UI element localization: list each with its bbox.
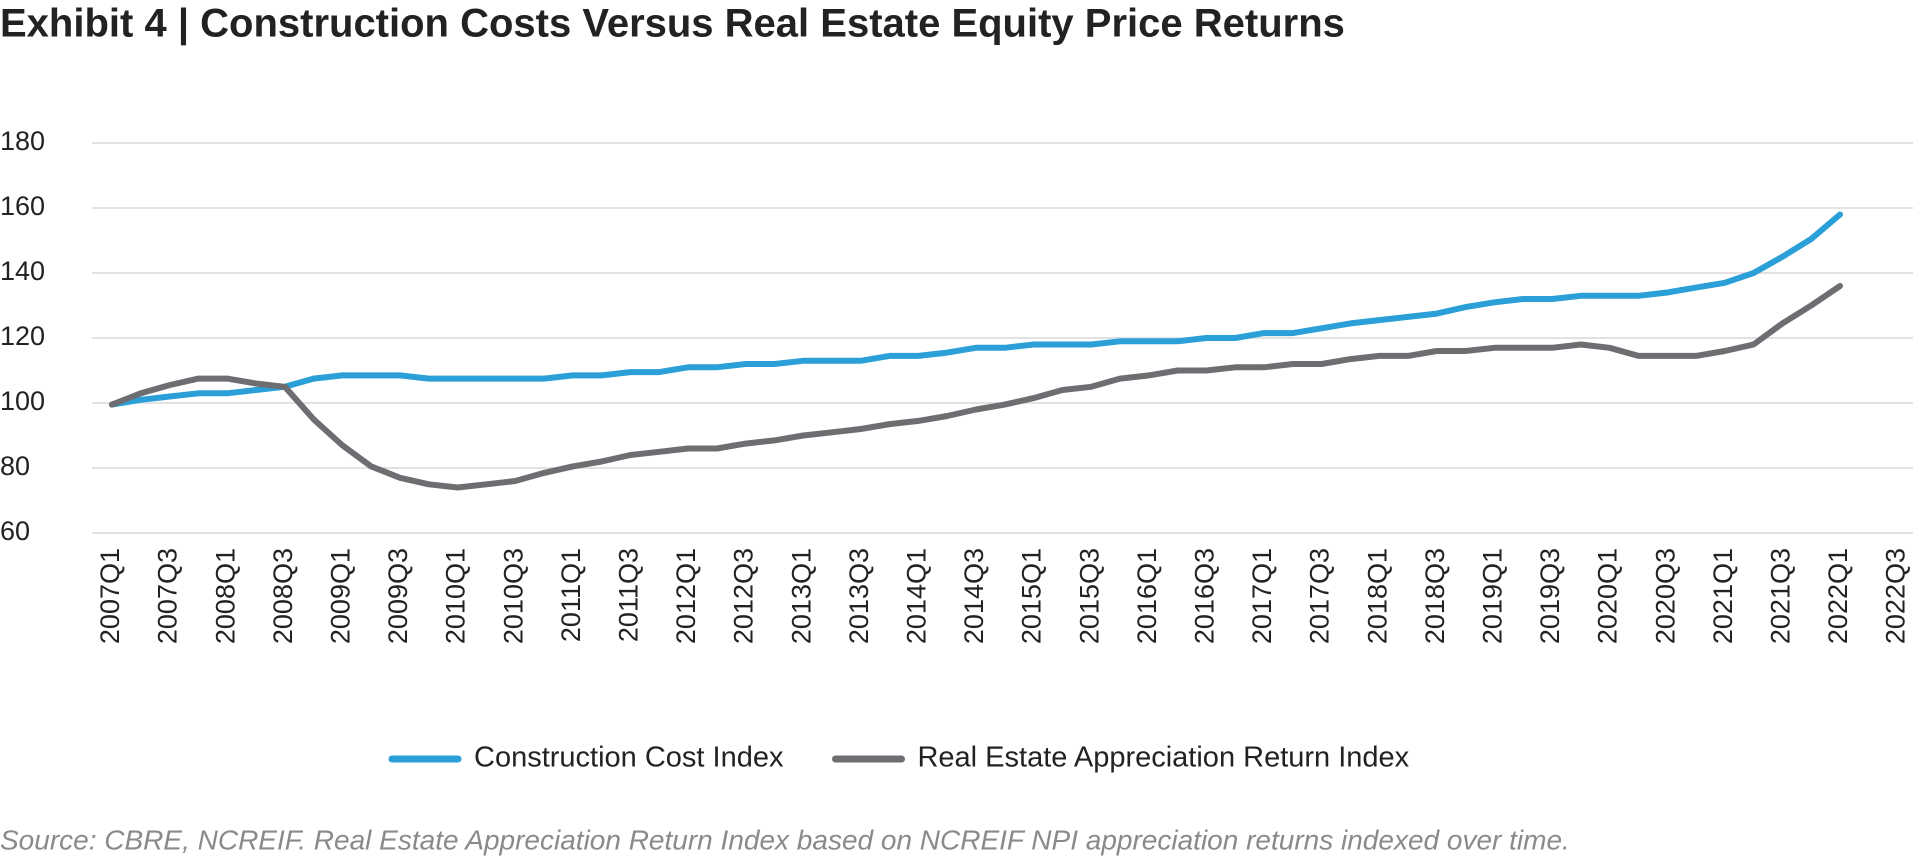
y-tick-label: 100 [0,386,45,416]
x-tick-label: 2022Q3 [1881,548,1911,644]
x-tick-label: 2020Q1 [1593,548,1623,644]
chart-title: Exhibit 4 | Construction Costs Versus Re… [0,2,1345,46]
y-tick-label: 80 [0,451,30,481]
x-tick-label: 2021Q1 [1708,548,1738,644]
y-tick-label: 180 [0,126,45,156]
x-tick-label: 2011Q1 [556,548,586,642]
x-tick-label: 2020Q3 [1650,548,1680,644]
x-tick-label: 2017Q1 [1247,548,1277,644]
legend-label: Real Estate Appreciation Return Index [917,742,1409,774]
x-tick-label: 2010Q3 [498,548,528,644]
y-tick-label: 120 [0,321,45,351]
x-tick-label: 2016Q1 [1132,548,1162,644]
x-tick-label: 2017Q3 [1305,548,1335,644]
x-tick-label: 2013Q3 [844,548,874,644]
y-tick-label: 160 [0,191,45,221]
y-tick-label: 60 [0,516,30,546]
x-tick-label: 2018Q1 [1362,548,1392,644]
source-note: Source: CBRE, NCREIF. Real Estate Apprec… [0,824,1570,855]
x-tick-label: 2009Q3 [383,548,413,644]
x-tick-label: 2012Q1 [671,548,701,644]
x-tick-label: 2015Q1 [1017,548,1047,644]
x-tick-label: 2012Q3 [729,548,759,644]
x-tick-label: 2014Q1 [902,548,932,644]
series-line [109,283,1843,491]
x-tick-label: 2019Q3 [1535,548,1565,644]
x-tick-label: 2007Q3 [153,548,183,644]
x-tick-label: 2008Q3 [268,548,298,644]
x-tick-label: 2019Q1 [1478,548,1508,644]
x-tick-label: 2009Q1 [326,548,356,644]
x-tick-label: 2016Q3 [1190,548,1220,644]
legend-label: Construction Cost Index [474,742,784,774]
x-tick-label: 2018Q3 [1420,548,1450,644]
y-tick-label: 140 [0,256,45,286]
x-tick-label: 2022Q1 [1823,548,1853,644]
x-tick-label: 2021Q3 [1766,548,1796,644]
x-tick-label: 2008Q1 [210,548,240,644]
x-tick-label: 2010Q1 [441,548,471,644]
x-tick-label: 2014Q3 [959,548,989,644]
x-tick-label: 2015Q3 [1074,548,1104,644]
x-tick-label: 2011Q3 [614,548,644,642]
x-tick-label: 2007Q1 [95,548,125,644]
x-tick-label: 2013Q1 [786,548,816,644]
series-line [109,211,1843,408]
